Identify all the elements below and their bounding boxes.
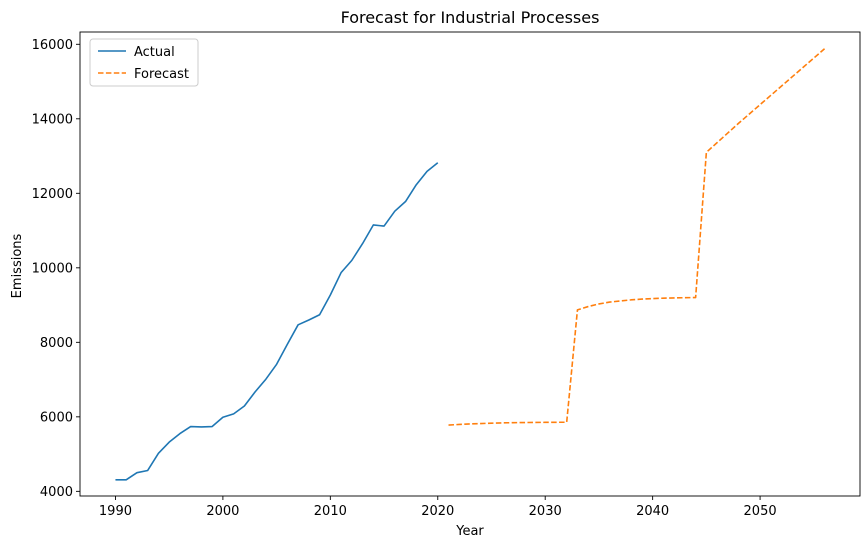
plot-area <box>115 48 826 481</box>
y-tick-label: 10000 <box>32 261 73 276</box>
y-axis-title: Emissions <box>10 233 25 298</box>
series-line-forecast <box>448 48 826 426</box>
series-line-actual <box>115 162 439 481</box>
axes: 1990 2000 2010 2020 2030 2040 2050 4000 6000 8000… <box>32 31 861 519</box>
legend: Actual Forecast <box>89 38 199 87</box>
y-tick-label: 12000 <box>32 187 73 202</box>
x-tick-label: 2000 <box>206 504 239 519</box>
x-tick-label: 2030 <box>529 504 562 519</box>
x-tick-label: 1990 <box>99 504 132 519</box>
y-tick-label: 6000 <box>40 410 73 425</box>
x-tick-label: 2050 <box>744 504 777 519</box>
x-tick-label: 2010 <box>314 504 347 519</box>
legend-label-actual: Actual <box>134 45 175 60</box>
y-tick-label: 8000 <box>40 336 73 351</box>
x-axis-title: Year <box>455 524 484 539</box>
x-tick-label: 2040 <box>636 504 669 519</box>
x-tick-label: 2020 <box>421 504 454 519</box>
y-tick-label: 16000 <box>32 38 73 53</box>
y-tick-label: 14000 <box>32 112 73 127</box>
plot-frame <box>79 31 861 497</box>
legend-label-forecast: Forecast <box>134 67 189 82</box>
y-tick-label: 4000 <box>40 485 73 500</box>
chart-title: Forecast for Industrial Processes <box>341 8 600 27</box>
